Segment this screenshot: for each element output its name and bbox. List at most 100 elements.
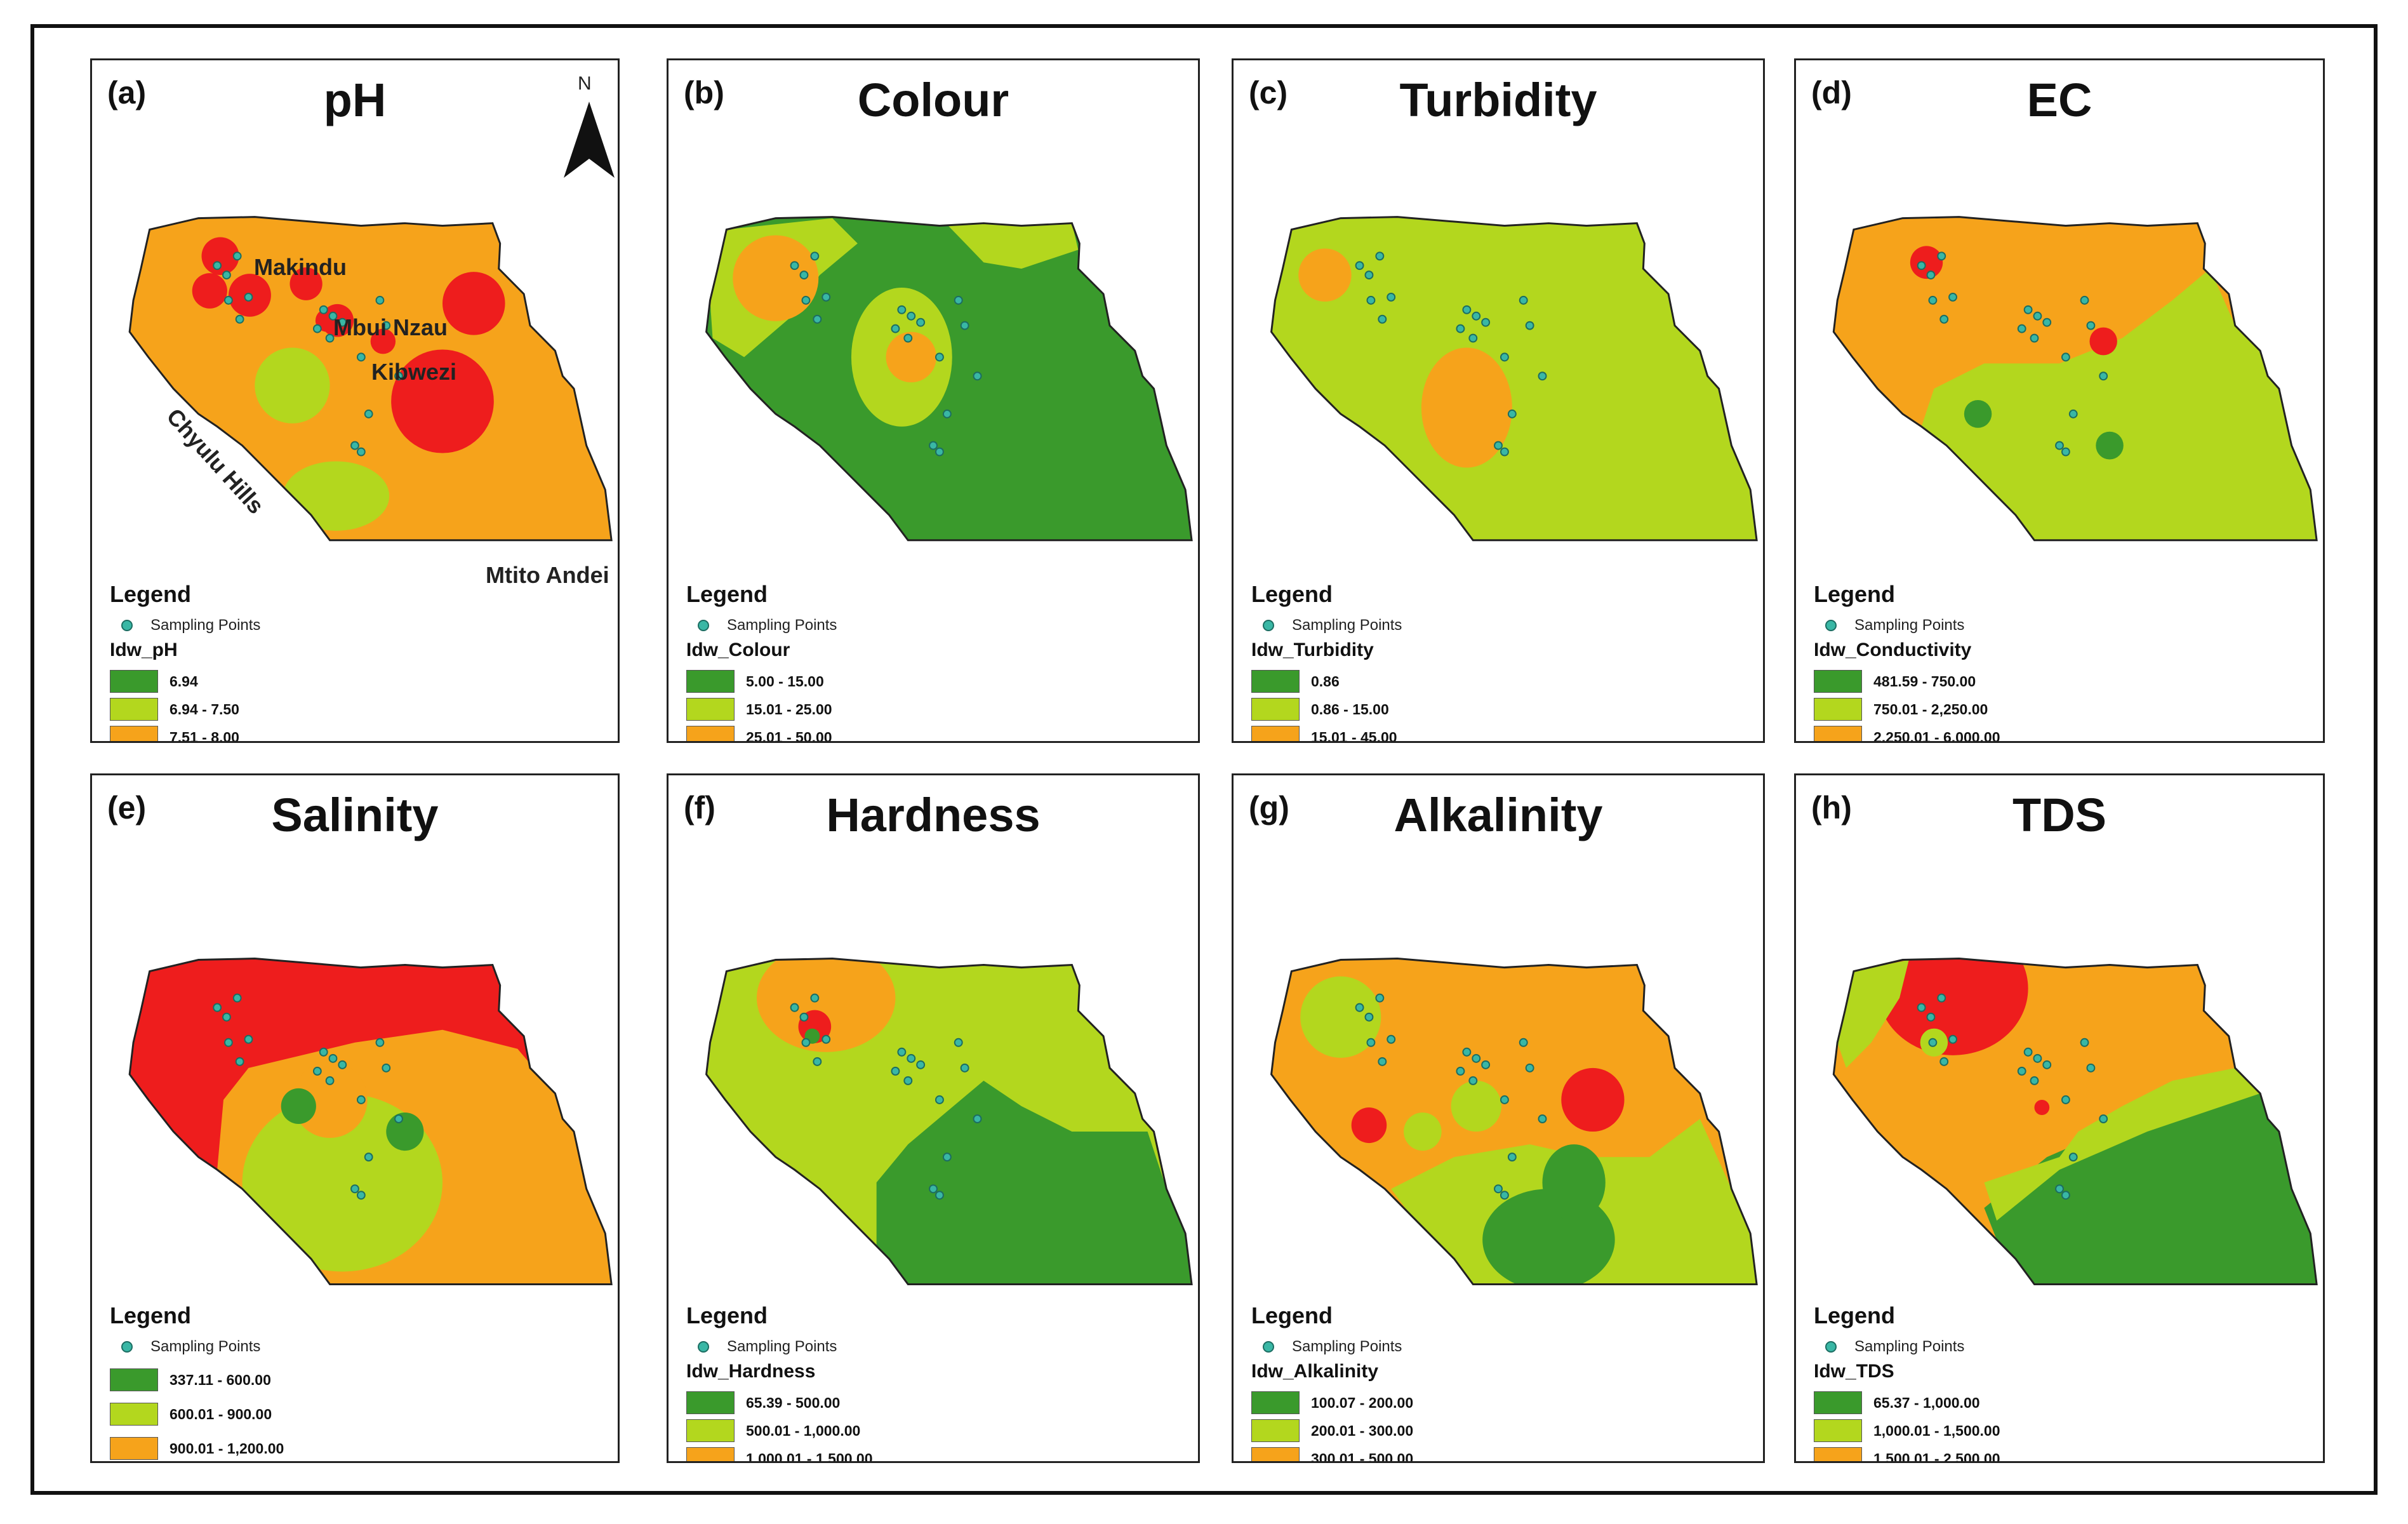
sampling-point [2033,311,2042,321]
panel-id: (d) [1811,75,1852,110]
sampling-point [897,305,907,314]
idw-zone [1561,1067,1625,1132]
sampling-point [2017,324,2026,333]
sampling-point [244,292,253,302]
sampling-point [935,352,944,362]
legend-swatch [1814,670,1862,693]
sampling-point [790,261,799,271]
sampling-point [891,324,900,333]
sampling-point [1472,1053,1481,1063]
sampling-point [356,447,366,457]
sampling-point [394,1114,403,1124]
legend-class: 25.01 - 50.00 [686,726,832,741]
sampling-point [213,1003,222,1012]
legend-class: 1,500.01 - 2,500.00 [1814,1447,2000,1461]
sampling-point [328,311,338,321]
sampling-point [1481,1060,1491,1069]
sampling-point [1375,251,1385,261]
map-canvas [705,216,1193,542]
panel-title: Colour [857,74,1009,126]
idw-zone [386,1112,424,1151]
sampling-point [235,314,244,324]
panel-turbidity: (c) Turbidity Legend Sampling Points Idw_T… [1232,58,1765,743]
idw-zone [1984,1093,2317,1285]
place-makindu: Makindu [254,254,347,280]
idw-zone [886,331,936,383]
sampling-point [1948,1034,1957,1044]
sampling-point [1939,1057,1949,1066]
idw-zone [1351,1107,1387,1144]
panel-salinity: (e) Salinity Legend Sampling Points 337.11… [90,773,620,1463]
idw-zone [2089,327,2117,356]
sampling-point [2023,1047,2033,1057]
idw-layer-name: Idw_Conductivity [1814,639,1972,660]
sampling-point [375,295,385,305]
legend-class: 481.59 - 750.00 [1814,670,1976,693]
study-area-boundary [1270,216,1758,542]
sampling-point [2068,409,2078,418]
sampling-points-legend: Sampling Points [1814,617,1964,634]
legend-swatch [686,726,735,741]
sampling-point [1926,1012,1936,1022]
legend-swatch [1251,1391,1300,1414]
legend-swatch [110,1403,158,1426]
legend-swatch [686,670,735,693]
sampling-point [2055,1184,2064,1194]
legend-class: 100.07 - 200.00 [1251,1391,1413,1414]
idw-layer-name: Idw_Colour [686,639,790,660]
sampling-point [822,292,831,302]
idw-zone [757,958,896,1052]
legend-title: Legend [686,1302,768,1328]
sampling-point [2055,441,2064,450]
sampling-point [328,1053,338,1063]
sampling-point [223,295,233,305]
sampling-point [312,324,322,333]
sampling-point [382,321,391,330]
sampling-point [1468,1076,1478,1085]
legend-swatch [1814,726,1862,741]
panel-id: (a) [107,75,147,110]
legend-class: 65.37 - 1,000.00 [1814,1391,1980,1414]
panel-title: TDS [2012,789,2106,841]
legend-title: Legend [110,1302,192,1328]
legend-swatch [1814,1419,1862,1442]
sampling-point [312,1066,322,1076]
place-kibwezi: Kibwezi [371,359,457,385]
sampling-point [382,1063,391,1073]
sampling-point [801,295,811,305]
idw-zone [1910,246,1943,279]
legend-class: 5.00 - 15.00 [686,670,824,693]
legend-class: 300.01 - 500.00 [1251,1447,1413,1461]
sampling-point [356,1191,366,1200]
panel-hardness: (f) Hardness Legend Sampling Points Idw_Ha… [667,773,1200,1463]
sampling-point [1538,1114,1547,1124]
panel-id: (g) [1249,790,1289,826]
legend-title: Legend [1814,1302,1896,1328]
sampling-point [1500,1095,1509,1104]
legend-class: 600.01 - 900.00 [110,1403,272,1426]
sampling-point [1519,295,1528,305]
sampling-point [1378,314,1387,324]
legend-class: 337.11 - 600.00 [110,1368,271,1391]
idw-zone [1542,1144,1606,1221]
idw-zone [1421,347,1512,468]
sampling-point [2030,1076,2039,1085]
sampling-point [356,352,366,362]
idw-zone [255,347,330,424]
sampling-point [1364,271,1374,280]
sampling-point [935,447,944,457]
idw-zone [945,223,1079,269]
sampling-point [1500,1191,1509,1200]
sampling-point [1494,1184,1503,1194]
sampling-point [350,1184,359,1194]
map-canvas [1270,958,1758,1285]
idw-zone [2034,1099,2050,1115]
idw-layer-name: Idw_Turbidity [1251,639,1374,660]
panel-title: EC [2026,74,2092,126]
sampling-point [935,1095,944,1104]
sampling-point [1462,305,1472,314]
sampling-point [1500,352,1509,362]
sampling-point-icon [1825,1341,1837,1353]
map-canvas [1832,216,2318,542]
sampling-point [2061,1191,2070,1200]
